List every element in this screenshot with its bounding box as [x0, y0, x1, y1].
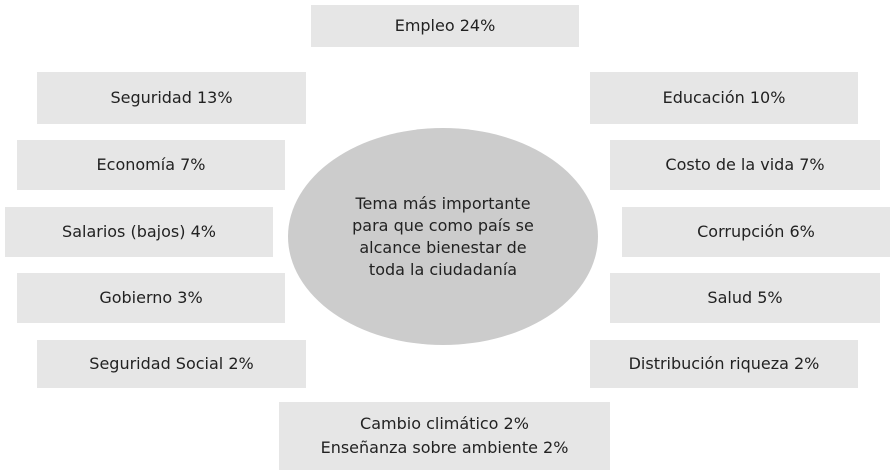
topic-box: Seguridad Social 2%	[37, 340, 306, 388]
topic-label: Enseñanza sobre ambiente 2%	[320, 438, 569, 457]
topic-box: Gobierno 3%	[17, 273, 285, 323]
topic-label: Distribución riqueza 2%	[628, 354, 820, 373]
topic-label: Economía 7%	[96, 155, 206, 174]
topic-box: Distribución riqueza 2%	[590, 340, 858, 388]
center-text: Tema más importante	[355, 193, 531, 213]
topic-box: Educación 10%	[590, 72, 858, 124]
topic-label: Empleo 24%	[394, 16, 496, 35]
topic-box: Costo de la vida 7%	[610, 140, 880, 190]
topic-box: Cambio climático 2% Enseñanza sobre ambie…	[279, 402, 610, 470]
topic-label: Costo de la vida 7%	[665, 155, 825, 174]
topic-box: Empleo 24%	[311, 5, 579, 47]
topic-box: Salarios (bajos) 4%	[5, 207, 273, 257]
center-ellipse: Tema más importante para que como país se…	[288, 128, 598, 345]
topic-label: Corrupción 6%	[697, 222, 815, 241]
center-text: toda la ciudadanía	[368, 259, 518, 279]
topic-label: Educación 10%	[662, 88, 786, 107]
topic-box: Salud 5%	[610, 273, 880, 323]
center-text: para que como país se	[352, 215, 534, 235]
topic-label: Seguridad Social 2%	[89, 354, 254, 373]
topic-label: Seguridad 13%	[110, 88, 233, 107]
topic-label: Salarios (bajos) 4%	[62, 222, 216, 241]
topic-box: Corrupción 6%	[622, 207, 890, 257]
center-text: alcance bienestar de	[359, 237, 527, 257]
topic-box: Economía 7%	[17, 140, 285, 190]
topic-label: Salud 5%	[707, 288, 783, 307]
topic-label: Gobierno 3%	[99, 288, 203, 307]
topic-box: Seguridad 13%	[37, 72, 306, 124]
topic-label: Cambio climático 2%	[360, 414, 529, 433]
